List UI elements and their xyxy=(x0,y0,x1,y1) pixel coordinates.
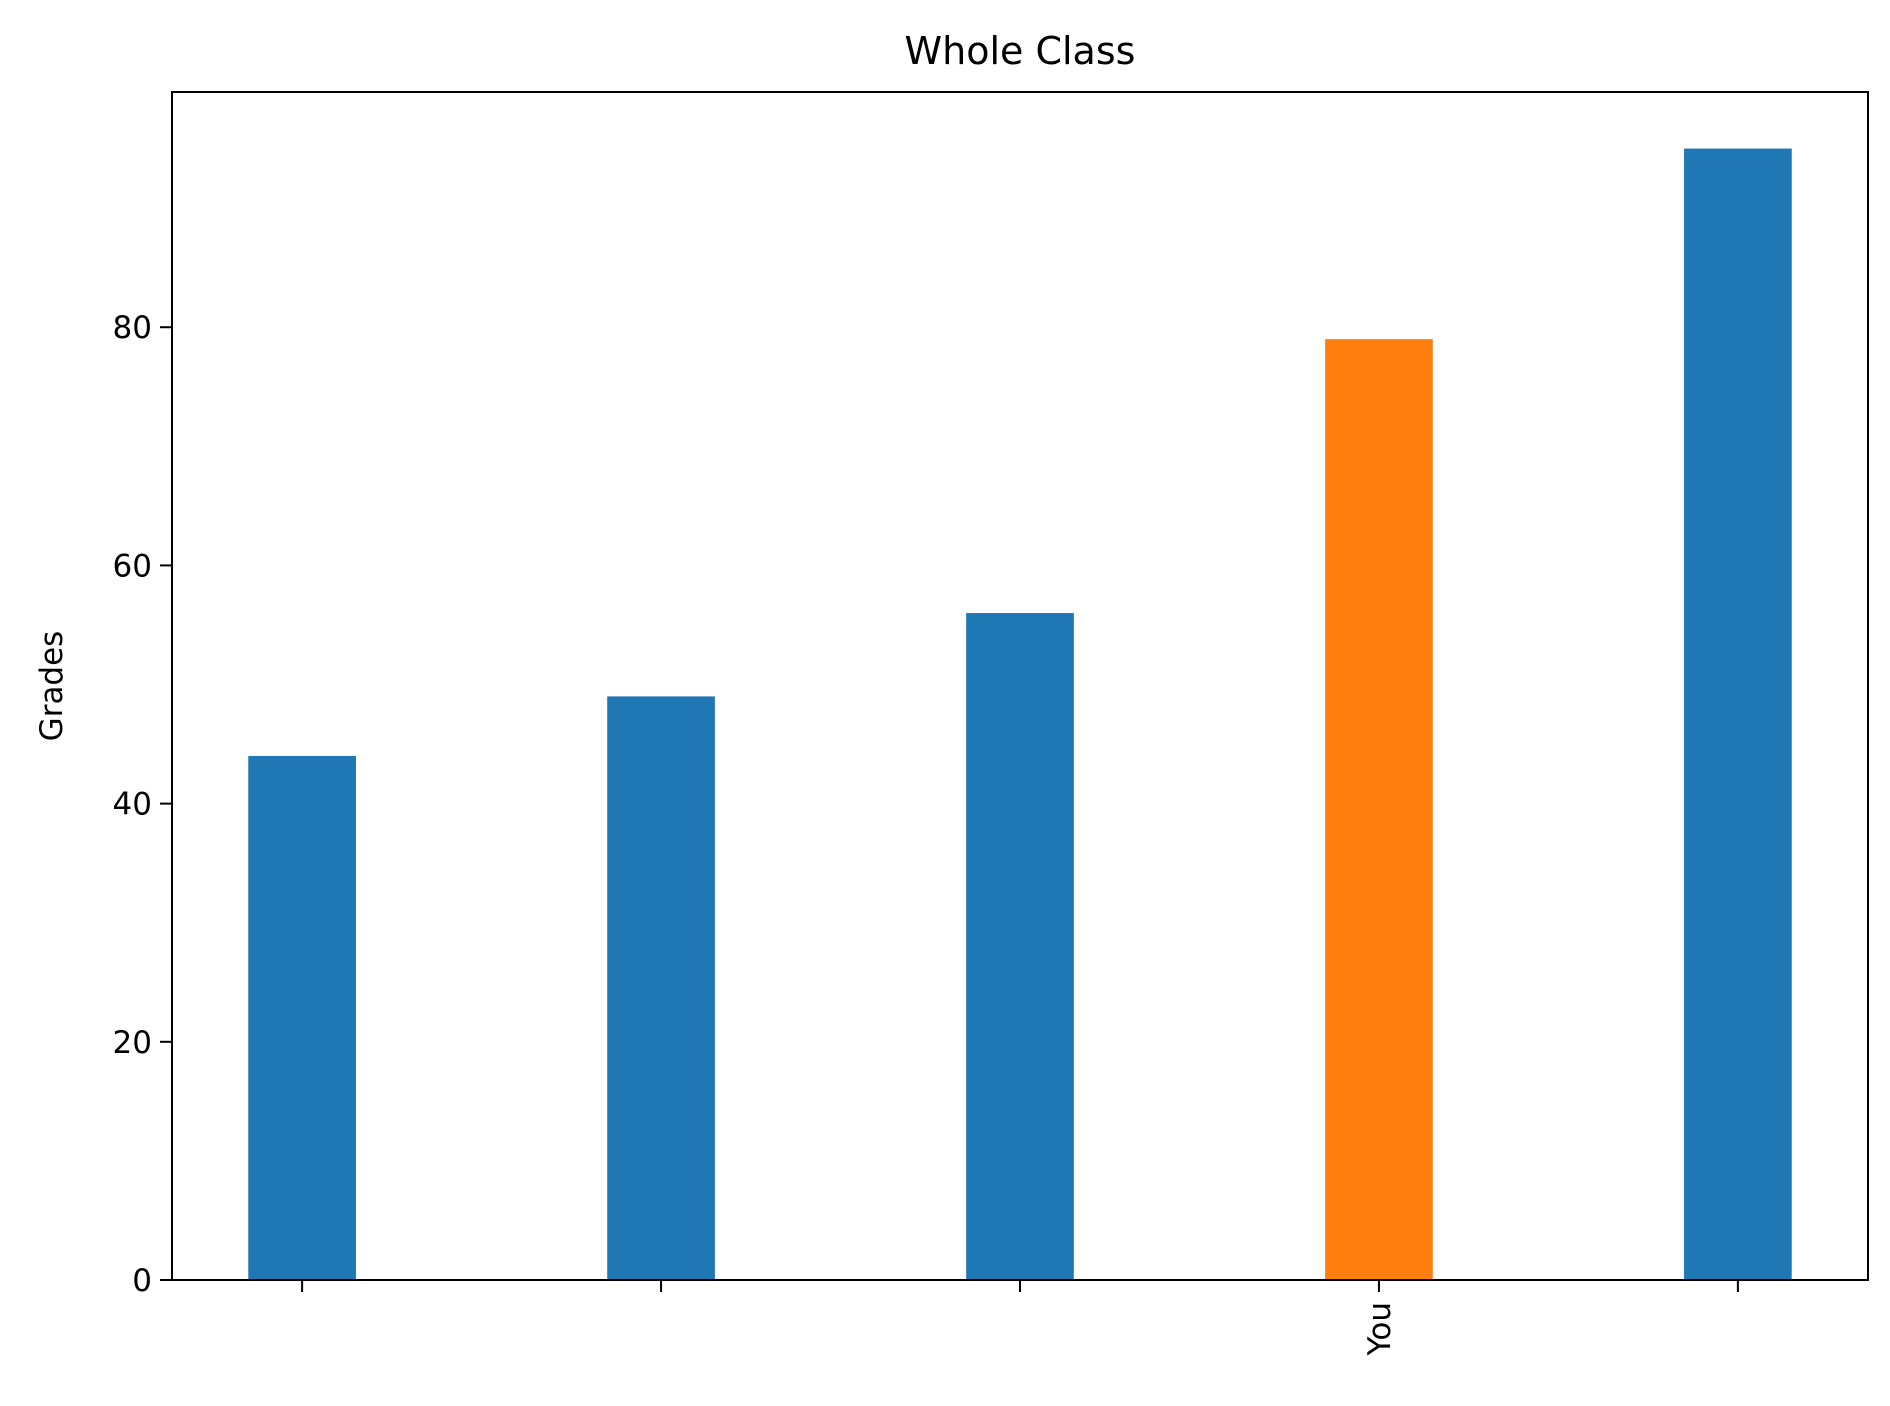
bar-5 xyxy=(1684,148,1792,1281)
y-tick-label-40: 40 xyxy=(113,787,152,823)
bar-3 xyxy=(966,613,1074,1280)
bar-1 xyxy=(248,755,356,1280)
bar-2 xyxy=(607,696,715,1280)
y-tick-label-20: 20 xyxy=(113,1025,152,1061)
bar-4 xyxy=(1325,339,1433,1280)
y-axis-ticks: 0 20 40 60 80 xyxy=(113,310,172,1299)
x-axis-ticks: You xyxy=(301,1280,1739,1356)
bar-group xyxy=(248,148,1792,1281)
y-axis-label: Grades xyxy=(34,631,70,742)
x-tick-label-4: You xyxy=(1362,1302,1398,1356)
y-tick-label-60: 60 xyxy=(113,548,152,584)
y-tick-label-80: 80 xyxy=(113,310,152,346)
plot-frame xyxy=(171,91,1869,1281)
chart-title: Whole Class xyxy=(905,29,1136,73)
y-tick-label-0: 0 xyxy=(132,1263,152,1299)
